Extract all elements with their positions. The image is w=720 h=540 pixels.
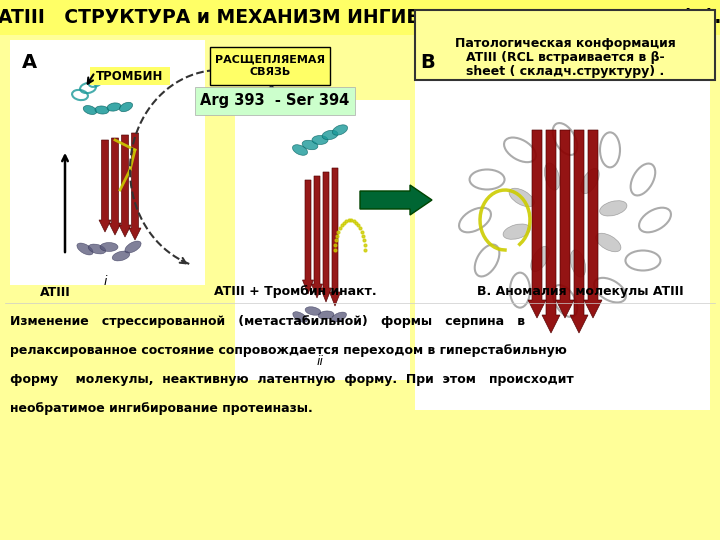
Bar bbox=[195, 87, 355, 115]
Text: ii: ii bbox=[317, 355, 323, 368]
Ellipse shape bbox=[292, 145, 307, 156]
Ellipse shape bbox=[107, 103, 121, 111]
Bar bbox=[415, 45, 710, 410]
Ellipse shape bbox=[544, 163, 559, 190]
FancyArrow shape bbox=[330, 168, 341, 306]
Text: Патологическая конформация: Патологическая конформация bbox=[454, 37, 675, 50]
FancyArrow shape bbox=[312, 176, 323, 298]
Ellipse shape bbox=[570, 250, 585, 277]
Ellipse shape bbox=[89, 244, 106, 254]
Bar bbox=[415, 10, 715, 80]
Ellipse shape bbox=[95, 106, 109, 114]
Bar bbox=[210, 47, 330, 85]
FancyArrow shape bbox=[119, 135, 131, 237]
Ellipse shape bbox=[302, 140, 318, 150]
FancyArrow shape bbox=[109, 138, 121, 235]
Text: ATIII (RCL встраивается в β-: ATIII (RCL встраивается в β- bbox=[466, 51, 665, 64]
Text: В. Аномалия  молекулы ATIII: В. Аномалия молекулы ATIII bbox=[477, 286, 683, 299]
Text: ТРОМБИН: ТРОМБИН bbox=[96, 70, 163, 83]
FancyArrow shape bbox=[129, 133, 141, 240]
Text: A: A bbox=[22, 53, 37, 72]
Bar bbox=[10, 40, 205, 285]
Ellipse shape bbox=[77, 243, 93, 255]
FancyArrow shape bbox=[556, 130, 574, 318]
Bar bbox=[0, 0, 720, 35]
Ellipse shape bbox=[600, 201, 627, 216]
Ellipse shape bbox=[112, 251, 130, 261]
FancyArrow shape bbox=[99, 140, 111, 232]
Text: Arg 393  - Ser 394: Arg 393 - Ser 394 bbox=[200, 93, 350, 109]
Ellipse shape bbox=[318, 311, 334, 319]
FancyArrow shape bbox=[542, 130, 560, 333]
Ellipse shape bbox=[331, 312, 346, 322]
Text: необратимое ингибирование протеиназы.: необратимое ингибирование протеиназы. bbox=[10, 402, 312, 415]
Ellipse shape bbox=[120, 102, 132, 112]
FancyArrow shape bbox=[584, 130, 602, 318]
Text: ATIII + Тромбин инакт.: ATIII + Тромбин инакт. bbox=[214, 286, 377, 299]
Ellipse shape bbox=[125, 241, 141, 253]
Text: i: i bbox=[103, 275, 107, 288]
Text: Изменение   стрессированной   (метастабильной)   формы   серпина   в: Изменение стрессированной (метастабильно… bbox=[10, 315, 525, 328]
FancyArrow shape bbox=[528, 130, 546, 318]
Text: РАСЩЕПЛЯЕМАЯ
СВЯЗЬ: РАСЩЕПЛЯЕМАЯ СВЯЗЬ bbox=[215, 55, 325, 77]
Bar bbox=[235, 100, 410, 380]
Ellipse shape bbox=[293, 312, 307, 322]
Ellipse shape bbox=[333, 125, 348, 135]
FancyArrow shape bbox=[302, 180, 313, 294]
Ellipse shape bbox=[312, 136, 328, 145]
Ellipse shape bbox=[100, 242, 118, 252]
Ellipse shape bbox=[305, 307, 321, 315]
Ellipse shape bbox=[503, 224, 531, 239]
Bar bbox=[90, 67, 170, 85]
Ellipse shape bbox=[322, 130, 338, 140]
Ellipse shape bbox=[84, 105, 96, 114]
Text: ATIII   СТРУКТУРА и МЕХАНИЗМ ИНГИБИРОВАНИЯ СЕРПИНОМ  (А).: ATIII СТРУКТУРА и МЕХАНИЗМ ИНГИБИРОВАНИЯ… bbox=[0, 9, 720, 28]
Text: форму    молекулы,  неактивную  латентную  форму.  При  этом   происходит: форму молекулы, неактивную латентную фор… bbox=[10, 373, 574, 386]
Ellipse shape bbox=[531, 246, 549, 272]
Text: ATIII: ATIII bbox=[40, 286, 71, 299]
Text: релаксированное состояние сопровождается переходом в гиперстабильную: релаксированное состояние сопровождается… bbox=[10, 344, 567, 357]
Text: B: B bbox=[420, 53, 435, 72]
Ellipse shape bbox=[595, 233, 621, 252]
Text: sheet ( складч.структуру) .: sheet ( складч.структуру) . bbox=[466, 65, 664, 78]
FancyArrow shape bbox=[570, 130, 588, 333]
FancyArrow shape bbox=[320, 172, 331, 302]
Ellipse shape bbox=[509, 188, 534, 207]
FancyArrow shape bbox=[360, 185, 432, 215]
Ellipse shape bbox=[581, 168, 599, 194]
